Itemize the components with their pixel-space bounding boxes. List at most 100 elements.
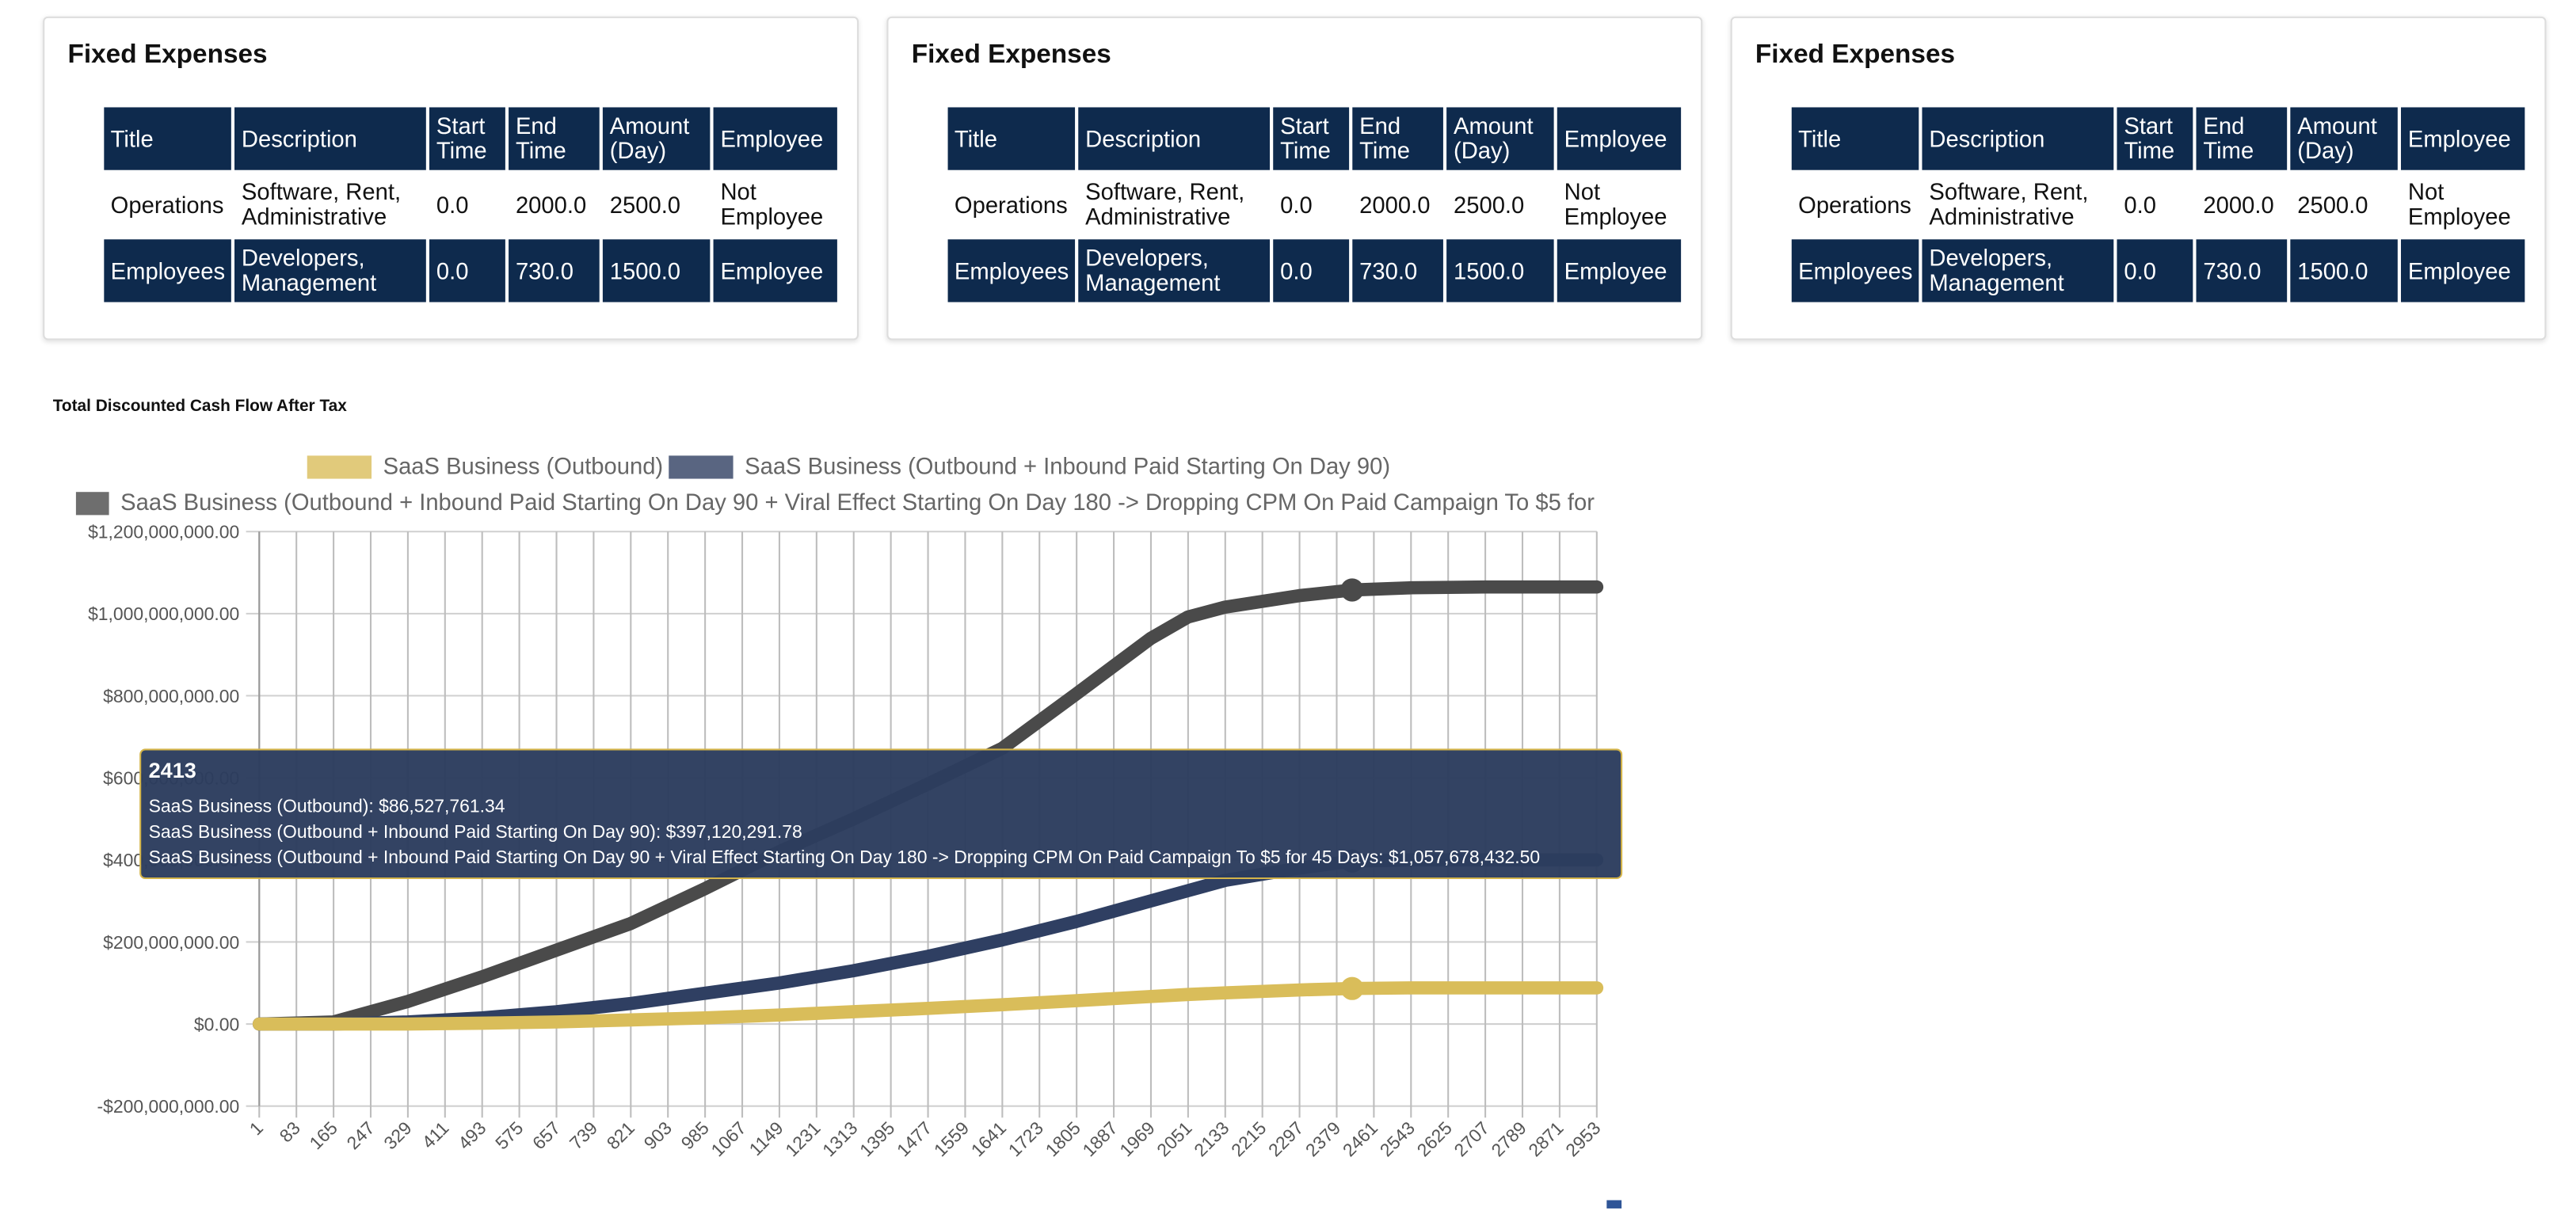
row: Operations Software, Rent, Administrative… <box>104 173 837 236</box>
header-cell: Title <box>104 107 232 170</box>
x-tick-label: 165 <box>305 1117 341 1153</box>
cell: 1500.0 <box>603 239 711 303</box>
cell: 0.0 <box>2117 239 2193 303</box>
table: Title Description Start Time End Time Amount… <box>944 104 1684 305</box>
cell: Software, Rent, Administrative <box>1085 178 1245 230</box>
y-tick-label: $1,200,000,000.00 <box>88 522 239 542</box>
header-cell: Description <box>234 107 427 170</box>
header-cell: Amount (Day) <box>603 107 711 170</box>
y-tick-label: -$200,000,000.00 <box>97 1096 240 1117</box>
x-tick-label: 657 <box>528 1117 564 1153</box>
header-cell: Employee <box>1557 107 1682 170</box>
x-tick-label: 83 <box>276 1117 304 1146</box>
row: Employees Developers, Management 0.0 730.0 1… <box>947 239 1682 303</box>
cell: Employees <box>104 239 232 303</box>
cell: 0.0 <box>1280 190 1313 218</box>
cell: Developers, Management <box>234 239 427 303</box>
x-tick-label: 2051 <box>1153 1117 1195 1160</box>
cell: 2500.0 <box>609 190 681 218</box>
cell: 0.0 <box>2124 190 2156 218</box>
tooltip-line: SaaS Business (Outbound): $86,527,761.34 <box>149 796 505 816</box>
cell: 0.0 <box>429 239 506 303</box>
header-cell: Start Time <box>1273 107 1350 170</box>
header-cell: Amount (Day) <box>1446 107 1555 170</box>
cell: Employee <box>714 239 838 303</box>
x-tick-label: 2461 <box>1339 1117 1381 1160</box>
cell: Operations <box>110 190 224 218</box>
x-tick-label: 2379 <box>1301 1117 1344 1160</box>
tooltip-title: 2413 <box>149 758 196 782</box>
cell: Not Employee <box>720 178 824 230</box>
legend-label: SaaS Business (Outbound + Inbound Paid S… <box>120 490 1694 516</box>
x-tick-label: 1641 <box>967 1117 1010 1160</box>
header-cell: End Time <box>2197 107 2288 170</box>
x-tick-label: 1067 <box>707 1117 749 1160</box>
tooltip-line: SaaS Business (Outbound + Inbound Paid S… <box>149 847 1541 867</box>
y-tick-label: $200,000,000.00 <box>103 932 239 953</box>
x-tick-label: 2953 <box>1561 1117 1604 1160</box>
x-tick-label: 1805 <box>1042 1117 1084 1160</box>
cell: Operations <box>954 190 1068 218</box>
header-cell: Title <box>1791 107 1919 170</box>
cell: Software, Rent, Administrative <box>241 178 402 230</box>
header-cell: Start Time <box>2117 107 2193 170</box>
tooltip <box>139 748 1623 880</box>
x-tick-label: 1477 <box>893 1117 936 1160</box>
cell: Operations <box>1798 190 1911 218</box>
cell: 2000.0 <box>2203 190 2274 218</box>
cell: Developers, Management <box>1078 239 1271 303</box>
x-tick-label: 575 <box>491 1117 527 1153</box>
x-tick-label: 329 <box>379 1117 415 1153</box>
cell: 730.0 <box>1352 239 1444 303</box>
x-tick-label: 1969 <box>1115 1117 1158 1160</box>
x-tick-label: 2543 <box>1376 1117 1419 1160</box>
x-tick-label: 2625 <box>1413 1117 1456 1160</box>
cell: Employees <box>947 239 1076 303</box>
y-tick-label: $0.00 <box>194 1014 239 1034</box>
x-tick-label: 1313 <box>818 1117 861 1160</box>
card: Fixed Expenses Title Description Start Time… <box>1730 16 2547 341</box>
header-cell: End Time <box>509 107 600 170</box>
cell: Not Employee <box>2407 178 2511 230</box>
card-title: Fixed Expenses <box>67 41 268 70</box>
x-tick-label: 2707 <box>1450 1117 1492 1160</box>
x-tick-label: 985 <box>676 1117 712 1153</box>
row: Operations Software, Rent, Administrative… <box>1792 173 2525 236</box>
cell: Software, Rent, Administrative <box>1929 178 2089 230</box>
card: Fixed Expenses Title Description Start Time… <box>43 16 859 341</box>
decoration <box>1606 1200 1622 1208</box>
card-title: Fixed Expenses <box>1755 41 1956 70</box>
table: Title Description Start Time End Time Amount… <box>1789 104 2528 305</box>
legend-label: SaaS Business (Outbound) <box>383 454 664 479</box>
cell: 2500.0 <box>1454 190 1525 218</box>
y-tick-label: $1,000,000,000.00 <box>88 603 239 624</box>
cell: 0.0 <box>436 190 469 218</box>
x-tick-label: 821 <box>603 1117 638 1153</box>
card-title: Fixed Expenses <box>911 41 1111 70</box>
x-tick-label: 2297 <box>1264 1117 1307 1160</box>
header-cell: Title <box>947 107 1076 170</box>
x-tick-label: 247 <box>342 1117 378 1153</box>
cell: 730.0 <box>2197 239 2288 303</box>
x-tick-label: 493 <box>454 1117 490 1153</box>
cell: Developers, Management <box>1922 239 2114 303</box>
cell: 1500.0 <box>1446 239 1555 303</box>
header-row: Title Description Start Time End Time Amount… <box>947 107 1682 170</box>
highlight-point <box>1340 976 1364 1000</box>
cell: Employees <box>1791 239 1919 303</box>
cell: 1500.0 <box>2290 239 2399 303</box>
legend-swatch <box>307 455 372 479</box>
highlight-point <box>1340 578 1364 602</box>
header-cell: Description <box>1922 107 2114 170</box>
x-tick-label: 1723 <box>1004 1117 1047 1160</box>
header-row: Title Description Start Time End Time Amount… <box>104 107 838 170</box>
x-tick-label: 1149 <box>745 1117 787 1159</box>
chart-title: Total Discounted Cash Flow After Tax <box>53 397 347 415</box>
header-cell: Amount (Day) <box>2290 107 2399 170</box>
x-tick-label: 2133 <box>1190 1117 1233 1160</box>
legend-swatch <box>75 492 109 516</box>
cell: 730.0 <box>509 239 600 303</box>
header-cell: End Time <box>1352 107 1444 170</box>
